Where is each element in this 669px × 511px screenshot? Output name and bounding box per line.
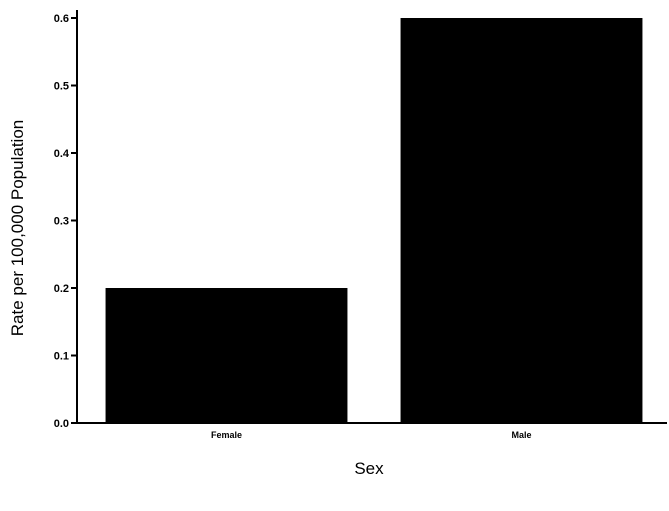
y-tick-label: 0.6 xyxy=(54,13,69,25)
bar-male xyxy=(400,18,643,423)
y-tick-label: 0.3 xyxy=(54,216,69,228)
x-category-label: Male xyxy=(511,430,531,440)
bars-layer xyxy=(105,18,643,423)
bar-female xyxy=(105,288,348,423)
y-tick-label: 0.1 xyxy=(54,351,69,363)
y-tick-label: 0.0 xyxy=(54,418,69,430)
x-category-label: Female xyxy=(211,430,242,440)
x-axis-title: Sex xyxy=(354,459,384,478)
y-tick-label: 0.5 xyxy=(54,81,69,93)
y-ticks: 0.0 0.1 0.2 0.3 0.4 0.5 0.6 xyxy=(54,13,77,430)
y-tick-label: 0.4 xyxy=(54,148,70,160)
y-tick-label: 0.2 xyxy=(54,283,69,295)
x-category-labels: Female Male xyxy=(211,430,532,440)
y-axis-title: Rate per 100,000 Population xyxy=(8,120,27,336)
